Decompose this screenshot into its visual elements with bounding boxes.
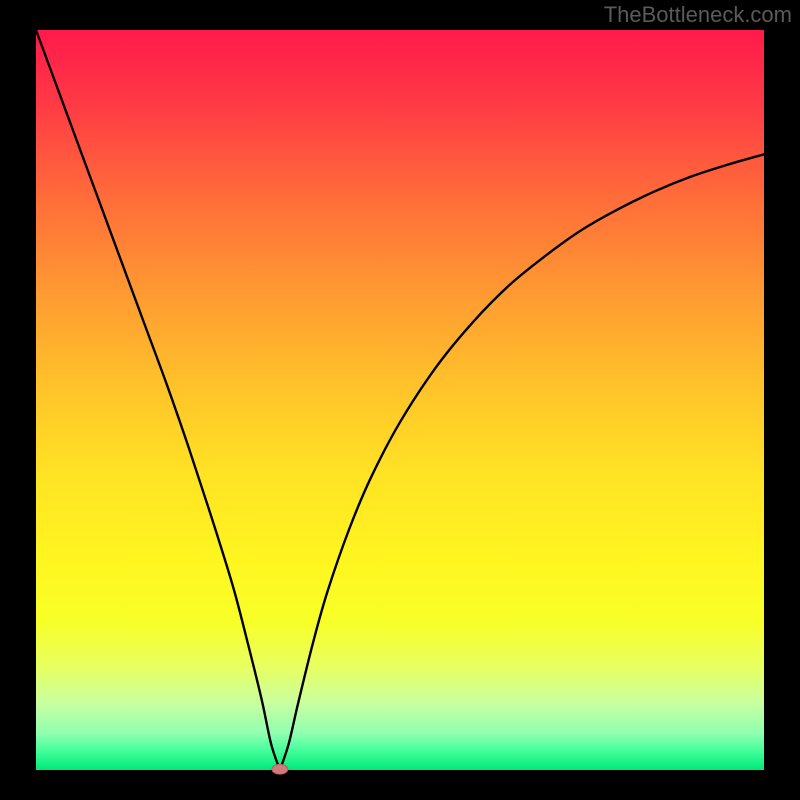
bottleneck-chart (0, 0, 800, 800)
optimal-point-marker (272, 764, 288, 774)
chart-container: TheBottleneck.com (0, 0, 800, 800)
watermark-text: TheBottleneck.com (604, 2, 792, 28)
plot-background (36, 30, 764, 770)
